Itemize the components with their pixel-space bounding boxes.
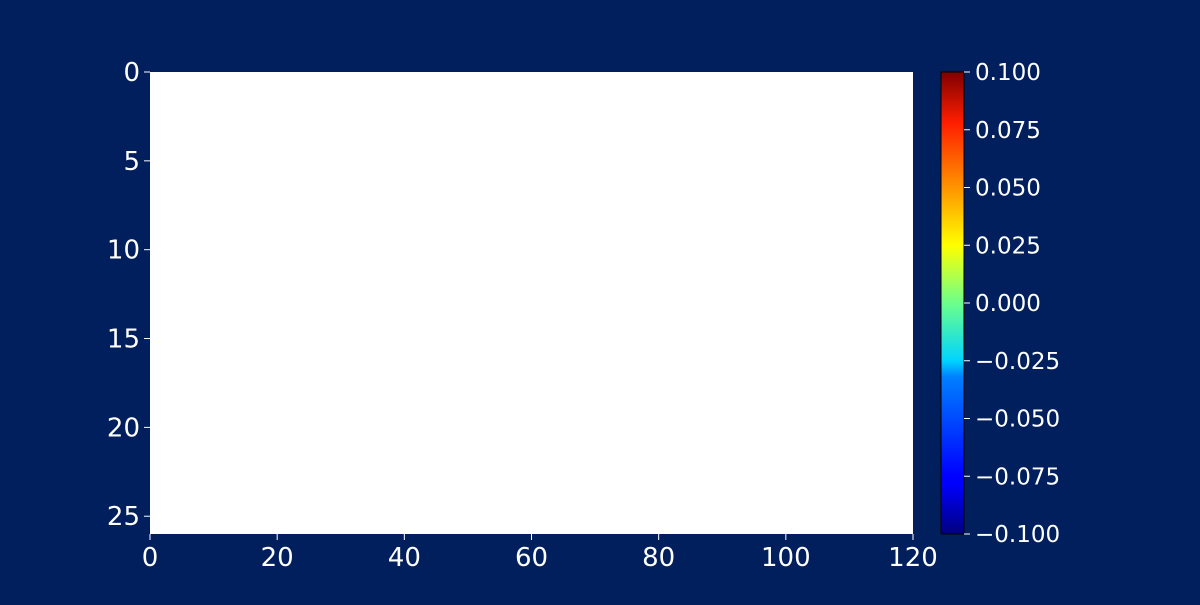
colorbar-tick-label: 0.050	[975, 176, 1041, 202]
x-tick-label: 100	[761, 543, 811, 573]
colorbar	[940, 71, 965, 535]
y-tick-label: 15	[107, 325, 140, 355]
x-tick-label: 20	[261, 543, 294, 573]
y-tick-label: 0	[123, 58, 140, 88]
plot-area	[150, 72, 913, 534]
y-axis: 0 5 10 15 20 25	[107, 58, 150, 532]
x-tick-label: 80	[642, 543, 675, 573]
colorbar-axis: 0.100 0.075 0.050 0.025 0.000 −0.025 −0.050 −0.…	[964, 60, 1060, 548]
x-tick-label: 60	[515, 543, 548, 573]
y-tick-label: 5	[123, 147, 140, 177]
colorbar-tick-label: −0.025	[975, 349, 1060, 375]
colorbar-tick-label: −0.100	[975, 522, 1060, 548]
colorbar-tick-label: −0.050	[975, 407, 1060, 433]
x-axis: 0 20 40 60 80 100 120	[142, 534, 938, 573]
x-tick-label: 0	[142, 543, 159, 573]
y-tick-label: 20	[107, 413, 140, 443]
y-tick-label: 25	[107, 502, 140, 532]
colorbar-tick-label: 0.000	[975, 291, 1041, 317]
colorbar-tick-label: 0.075	[975, 118, 1041, 144]
colorbar-tick-label: −0.075	[975, 464, 1060, 490]
x-tick-label: 120	[888, 543, 938, 573]
colorbar-tick-label: 0.025	[975, 233, 1041, 259]
colorbar-tick-label: 0.100	[975, 60, 1041, 86]
x-tick-label: 40	[388, 543, 421, 573]
y-tick-label: 10	[107, 236, 140, 266]
